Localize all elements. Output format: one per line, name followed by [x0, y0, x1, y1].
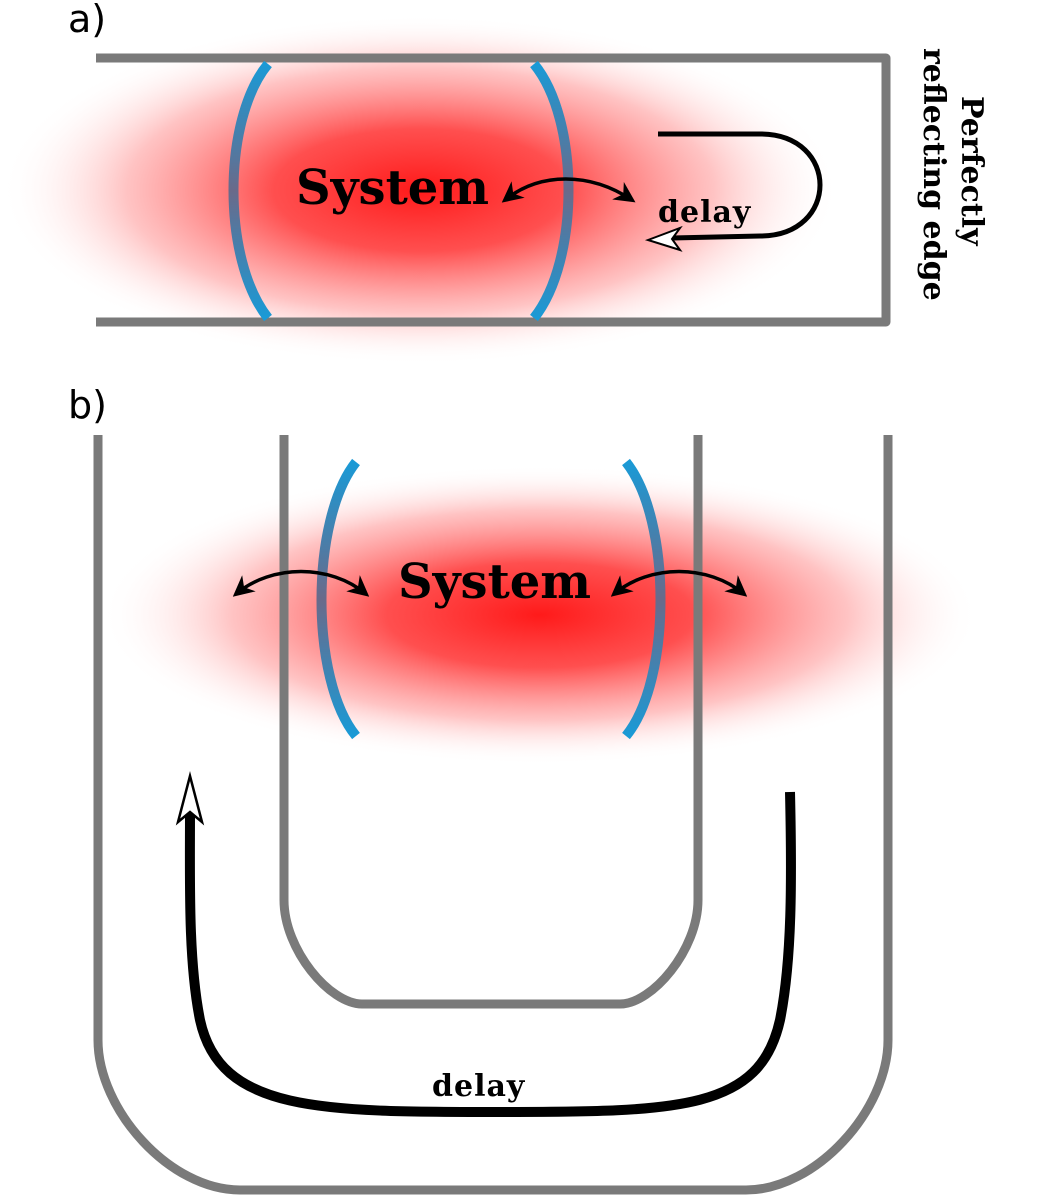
waveguide-wall-a — [96, 53, 891, 327]
panel-b: b) System delay — [68, 383, 980, 1195]
system-glow-b — [100, 465, 980, 765]
edge-label-a: Perfectly reflecting edge — [916, 48, 989, 301]
edge-label-line2: reflecting edge — [916, 48, 951, 301]
inner-waveguide-wall-b — [279, 435, 703, 1009]
delay-label-b: delay — [432, 1069, 526, 1104]
panel-b-label: b) — [68, 383, 107, 427]
right-mirror-b — [622, 458, 666, 740]
coupling-arrow-a — [501, 177, 636, 203]
delay-label-a: delay — [658, 195, 752, 230]
panel-a-label: a) — [68, 0, 106, 41]
delay-loop-a — [658, 131, 823, 241]
delay-arrowhead-a — [644, 225, 683, 252]
system-glow-a — [0, 15, 840, 365]
left-mirror-a — [228, 60, 272, 322]
delay-loop-b — [184, 791, 796, 1118]
system-label-a: System — [296, 160, 489, 216]
edge-label-line1: Perfectly — [954, 96, 989, 247]
coupling-arrow-left-b — [232, 569, 370, 597]
system-label-b: System — [398, 554, 591, 610]
delay-arrowhead-b — [175, 771, 205, 826]
left-mirror-b — [316, 458, 360, 740]
outer-waveguide-wall-b — [93, 435, 893, 1195]
coupling-arrow-right-b — [610, 569, 748, 597]
panel-a: a) System delay Perfectly reflecting edg… — [0, 0, 989, 365]
